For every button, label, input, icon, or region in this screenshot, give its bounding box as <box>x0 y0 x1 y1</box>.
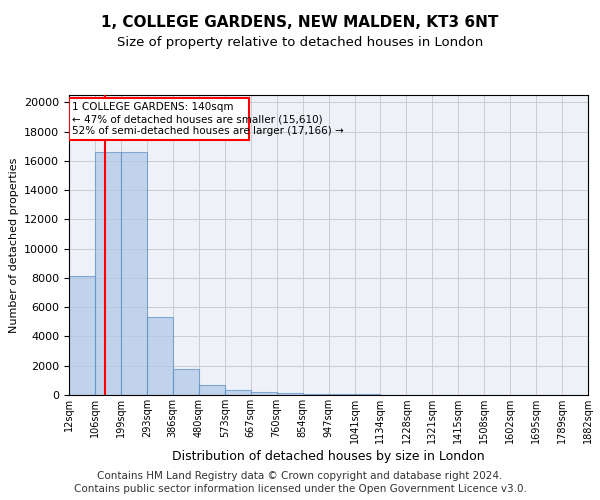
Text: 1 COLLEGE GARDENS: 140sqm: 1 COLLEGE GARDENS: 140sqm <box>72 102 233 113</box>
X-axis label: Distribution of detached houses by size in London: Distribution of detached houses by size … <box>172 450 485 463</box>
Bar <box>329 394 355 395</box>
Text: 52% of semi-detached houses are larger (17,166) →: 52% of semi-detached houses are larger (… <box>72 126 344 136</box>
Text: Contains public sector information licensed under the Open Government Licence v3: Contains public sector information licen… <box>74 484 526 494</box>
Bar <box>277 393 302 395</box>
Y-axis label: Number of detached properties: Number of detached properties <box>8 158 19 332</box>
Text: Contains HM Land Registry data © Crown copyright and database right 2024.: Contains HM Land Registry data © Crown c… <box>97 471 503 481</box>
Bar <box>69 276 95 395</box>
Bar <box>199 386 224 395</box>
Bar <box>147 318 173 395</box>
Text: Size of property relative to detached houses in London: Size of property relative to detached ho… <box>117 36 483 49</box>
Text: ← 47% of detached houses are smaller (15,610): ← 47% of detached houses are smaller (15… <box>72 114 322 124</box>
Bar <box>251 392 277 395</box>
Text: 1, COLLEGE GARDENS, NEW MALDEN, KT3 6NT: 1, COLLEGE GARDENS, NEW MALDEN, KT3 6NT <box>101 15 499 30</box>
Bar <box>302 394 329 395</box>
Bar <box>95 152 121 395</box>
Bar <box>355 394 380 395</box>
Bar <box>69 98 249 140</box>
Bar <box>173 368 199 395</box>
Bar <box>121 152 147 395</box>
Bar <box>224 390 251 395</box>
